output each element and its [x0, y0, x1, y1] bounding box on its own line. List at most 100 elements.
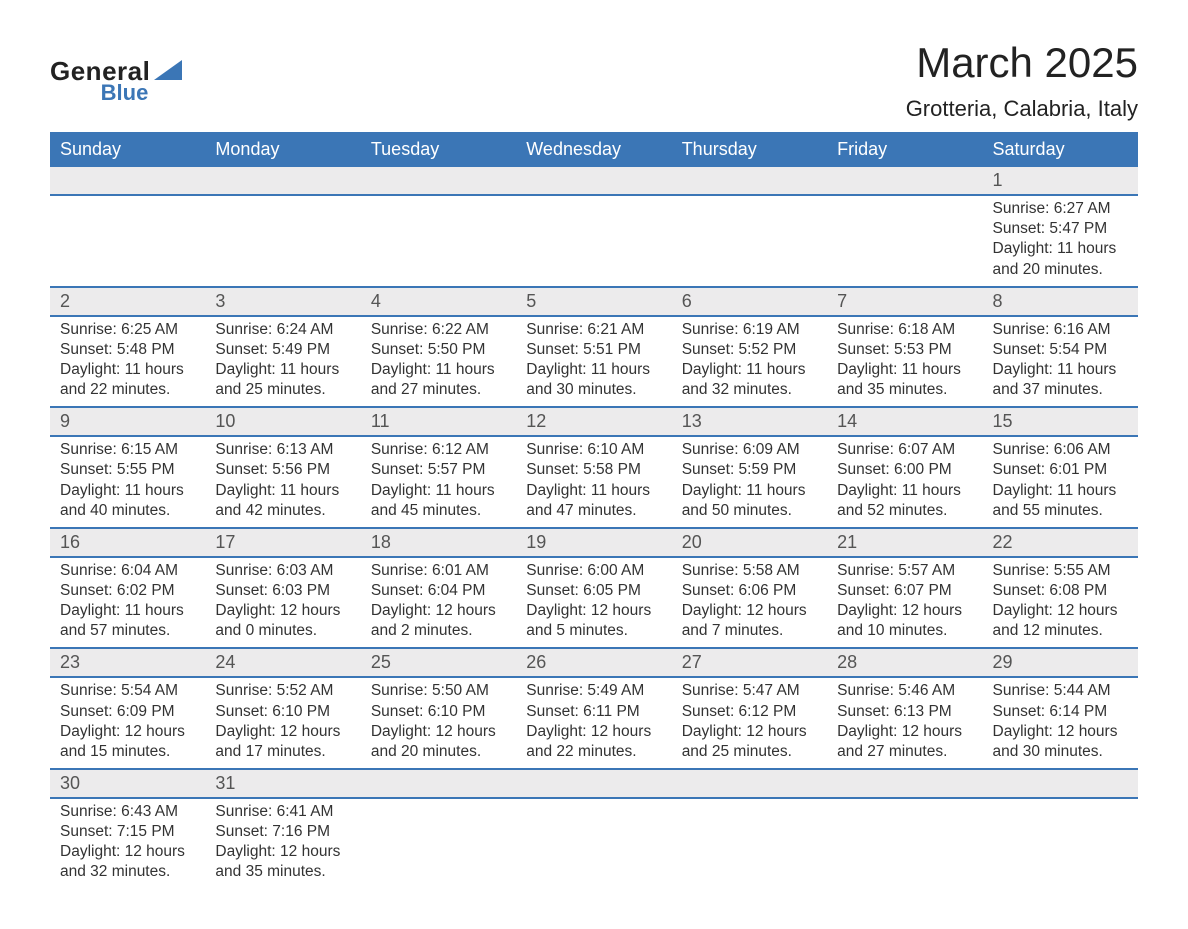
- daylight-line-2: and 25 minutes.: [682, 742, 817, 762]
- sunrise-line: Sunrise: 5:50 AM: [371, 681, 506, 701]
- sunrise-line: Sunrise: 6:27 AM: [993, 199, 1128, 219]
- sunset-line: Sunset: 5:56 PM: [215, 460, 350, 480]
- sunrise-line: Sunrise: 5:57 AM: [837, 561, 972, 581]
- day-number-cell: 28: [827, 648, 982, 677]
- sunset-line: Sunset: 5:55 PM: [60, 460, 195, 480]
- logo: General Blue: [50, 40, 184, 104]
- daylight-line-1: Daylight: 11 hours: [526, 360, 661, 380]
- sunset-line: Sunset: 5:50 PM: [371, 340, 506, 360]
- sunset-line: Sunset: 6:13 PM: [837, 702, 972, 722]
- sunrise-line: Sunrise: 6:19 AM: [682, 320, 817, 340]
- day-info-cell: Sunrise: 6:27 AMSunset: 5:47 PMDaylight:…: [983, 195, 1138, 287]
- daylight-line-1: Daylight: 11 hours: [993, 360, 1128, 380]
- day-number-cell: [516, 769, 671, 798]
- daylight-line-2: and 32 minutes.: [682, 380, 817, 400]
- sunset-line: Sunset: 6:10 PM: [371, 702, 506, 722]
- sunset-line: Sunset: 6:00 PM: [837, 460, 972, 480]
- day-number-cell: 19: [516, 528, 671, 557]
- daylight-line-1: Daylight: 11 hours: [60, 481, 195, 501]
- day-info-cell: Sunrise: 5:52 AMSunset: 6:10 PMDaylight:…: [205, 677, 360, 769]
- sunset-line: Sunset: 5:53 PM: [837, 340, 972, 360]
- daylight-line-1: Daylight: 12 hours: [60, 722, 195, 742]
- day-number-row: 3031: [50, 769, 1138, 798]
- daylight-line-2: and 50 minutes.: [682, 501, 817, 521]
- day-info-cell: [516, 798, 671, 889]
- weekday-header: Wednesday: [516, 132, 671, 167]
- daylight-line-2: and 45 minutes.: [371, 501, 506, 521]
- day-number-cell: 21: [827, 528, 982, 557]
- weekday-header: Thursday: [672, 132, 827, 167]
- sunrise-line: Sunrise: 5:46 AM: [837, 681, 972, 701]
- day-info-cell: Sunrise: 6:09 AMSunset: 5:59 PMDaylight:…: [672, 436, 827, 528]
- sunrise-line: Sunrise: 6:04 AM: [60, 561, 195, 581]
- sunset-line: Sunset: 6:05 PM: [526, 581, 661, 601]
- day-number-cell: 25: [361, 648, 516, 677]
- sunrise-line: Sunrise: 6:09 AM: [682, 440, 817, 460]
- day-number-cell: 16: [50, 528, 205, 557]
- sunrise-line: Sunrise: 5:54 AM: [60, 681, 195, 701]
- sunset-line: Sunset: 5:57 PM: [371, 460, 506, 480]
- sunset-line: Sunset: 6:06 PM: [682, 581, 817, 601]
- daylight-line-2: and 40 minutes.: [60, 501, 195, 521]
- day-info-cell: Sunrise: 5:57 AMSunset: 6:07 PMDaylight:…: [827, 557, 982, 649]
- day-info-cell: [516, 195, 671, 287]
- sunset-line: Sunset: 6:04 PM: [371, 581, 506, 601]
- sunrise-line: Sunrise: 6:06 AM: [993, 440, 1128, 460]
- daylight-line-1: Daylight: 12 hours: [60, 842, 195, 862]
- sunrise-line: Sunrise: 5:49 AM: [526, 681, 661, 701]
- day-number-row: 1: [50, 167, 1138, 195]
- daylight-line-2: and 32 minutes.: [60, 862, 195, 882]
- logo-text: General Blue: [50, 58, 150, 104]
- day-info-cell: [672, 195, 827, 287]
- sunset-line: Sunset: 5:48 PM: [60, 340, 195, 360]
- daylight-line-1: Daylight: 12 hours: [215, 601, 350, 621]
- day-info-cell: Sunrise: 6:10 AMSunset: 5:58 PMDaylight:…: [516, 436, 671, 528]
- daylight-line-1: Daylight: 11 hours: [60, 601, 195, 621]
- sunrise-line: Sunrise: 5:58 AM: [682, 561, 817, 581]
- daylight-line-2: and 22 minutes.: [526, 742, 661, 762]
- daylight-line-1: Daylight: 12 hours: [993, 601, 1128, 621]
- day-number-cell: 30: [50, 769, 205, 798]
- day-info-cell: [361, 798, 516, 889]
- day-info-cell: Sunrise: 6:03 AMSunset: 6:03 PMDaylight:…: [205, 557, 360, 649]
- sunset-line: Sunset: 7:16 PM: [215, 822, 350, 842]
- daylight-line-2: and 17 minutes.: [215, 742, 350, 762]
- day-number-row: 16171819202122: [50, 528, 1138, 557]
- day-info-cell: Sunrise: 5:50 AMSunset: 6:10 PMDaylight:…: [361, 677, 516, 769]
- weekday-header-row: Sunday Monday Tuesday Wednesday Thursday…: [50, 132, 1138, 167]
- daylight-line-2: and 35 minutes.: [837, 380, 972, 400]
- day-info-cell: [205, 195, 360, 287]
- day-info-cell: [827, 195, 982, 287]
- day-info-cell: Sunrise: 6:41 AMSunset: 7:16 PMDaylight:…: [205, 798, 360, 889]
- day-info-cell: Sunrise: 6:12 AMSunset: 5:57 PMDaylight:…: [361, 436, 516, 528]
- day-number-cell: [50, 167, 205, 195]
- day-number-cell: 12: [516, 407, 671, 436]
- daylight-line-2: and 5 minutes.: [526, 621, 661, 641]
- daylight-line-2: and 27 minutes.: [371, 380, 506, 400]
- sunset-line: Sunset: 7:15 PM: [60, 822, 195, 842]
- sunrise-line: Sunrise: 6:00 AM: [526, 561, 661, 581]
- daylight-line-2: and 27 minutes.: [837, 742, 972, 762]
- daylight-line-2: and 0 minutes.: [215, 621, 350, 641]
- daylight-line-2: and 47 minutes.: [526, 501, 661, 521]
- day-info-cell: [672, 798, 827, 889]
- sunrise-line: Sunrise: 6:12 AM: [371, 440, 506, 460]
- daylight-line-1: Daylight: 11 hours: [682, 360, 817, 380]
- day-number-cell: 9: [50, 407, 205, 436]
- title-block: March 2025 Grotteria, Calabria, Italy: [906, 40, 1138, 122]
- daylight-line-2: and 2 minutes.: [371, 621, 506, 641]
- daylight-line-1: Daylight: 11 hours: [60, 360, 195, 380]
- location: Grotteria, Calabria, Italy: [906, 96, 1138, 122]
- day-number-cell: 26: [516, 648, 671, 677]
- day-info-cell: [827, 798, 982, 889]
- daylight-line-2: and 57 minutes.: [60, 621, 195, 641]
- daylight-line-1: Daylight: 11 hours: [837, 360, 972, 380]
- day-number-cell: 2: [50, 287, 205, 316]
- day-number-cell: 8: [983, 287, 1138, 316]
- day-info-cell: Sunrise: 5:47 AMSunset: 6:12 PMDaylight:…: [672, 677, 827, 769]
- sunset-line: Sunset: 6:07 PM: [837, 581, 972, 601]
- day-info-cell: [361, 195, 516, 287]
- day-info-cell: Sunrise: 5:49 AMSunset: 6:11 PMDaylight:…: [516, 677, 671, 769]
- calendar-body: 1Sunrise: 6:27 AMSunset: 5:47 PMDaylight…: [50, 167, 1138, 888]
- logo-word-blue: Blue: [101, 82, 149, 104]
